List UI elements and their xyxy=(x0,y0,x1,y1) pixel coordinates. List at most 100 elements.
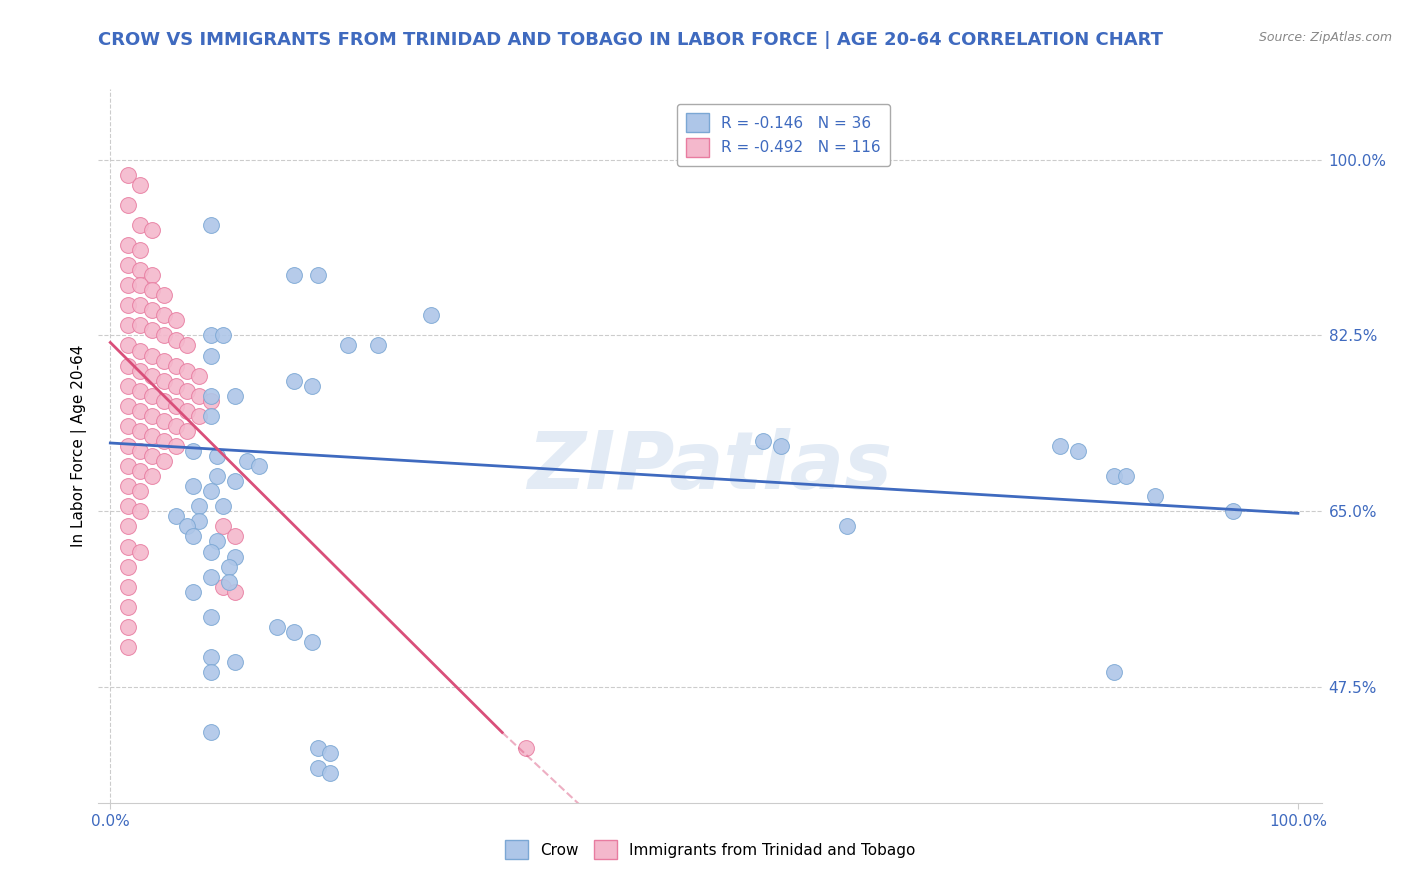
Point xyxy=(224,529,246,543)
Point xyxy=(176,338,198,352)
Point xyxy=(141,223,163,237)
Point xyxy=(129,318,152,333)
Point xyxy=(218,574,240,589)
Point xyxy=(141,323,163,337)
Point xyxy=(117,359,139,373)
Point xyxy=(176,519,198,533)
Point xyxy=(152,353,174,368)
Point xyxy=(200,569,222,583)
Point xyxy=(117,418,139,433)
Point xyxy=(188,409,211,423)
Point xyxy=(165,439,187,453)
Point xyxy=(770,439,793,453)
Point xyxy=(141,268,163,282)
Point xyxy=(129,484,152,499)
Point xyxy=(224,584,246,599)
Point xyxy=(1102,665,1125,680)
Point xyxy=(152,288,174,302)
Point xyxy=(176,424,198,438)
Point xyxy=(200,389,222,403)
Point xyxy=(117,298,139,312)
Point xyxy=(141,409,163,423)
Point xyxy=(152,393,174,408)
Point xyxy=(212,580,235,594)
Text: Source: ZipAtlas.com: Source: ZipAtlas.com xyxy=(1258,31,1392,45)
Point xyxy=(152,414,174,428)
Point xyxy=(129,178,152,192)
Point xyxy=(205,449,228,463)
Point xyxy=(283,374,305,388)
Point xyxy=(129,363,152,377)
Point xyxy=(1067,444,1090,458)
Point xyxy=(212,328,235,343)
Point xyxy=(319,746,342,760)
Point xyxy=(247,459,270,474)
Point xyxy=(141,429,163,443)
Point xyxy=(117,479,139,493)
Point xyxy=(307,268,329,282)
Point xyxy=(117,278,139,293)
Point xyxy=(129,424,152,438)
Point xyxy=(152,328,174,343)
Point xyxy=(183,479,205,493)
Point xyxy=(117,500,139,514)
Point xyxy=(200,409,222,423)
Point xyxy=(165,313,187,327)
Point xyxy=(200,349,222,363)
Point xyxy=(366,338,388,352)
Point xyxy=(117,258,139,272)
Point xyxy=(224,474,246,488)
Point xyxy=(117,580,139,594)
Point xyxy=(319,765,342,780)
Point xyxy=(152,309,174,323)
Point xyxy=(188,368,211,383)
Point xyxy=(183,584,205,599)
Point xyxy=(200,725,222,739)
Point xyxy=(141,469,163,483)
Point xyxy=(165,378,187,392)
Point xyxy=(141,349,163,363)
Point xyxy=(129,218,152,232)
Point xyxy=(152,434,174,448)
Point xyxy=(200,484,222,499)
Point xyxy=(218,559,240,574)
Point xyxy=(205,469,228,483)
Point xyxy=(117,540,139,554)
Point xyxy=(752,434,775,448)
Point xyxy=(420,309,443,323)
Text: ZIPatlas: ZIPatlas xyxy=(527,428,893,507)
Point xyxy=(165,418,187,433)
Point xyxy=(188,500,211,514)
Point xyxy=(129,444,152,458)
Text: CROW VS IMMIGRANTS FROM TRINIDAD AND TOBAGO IN LABOR FORCE | AGE 20-64 CORRELATI: CROW VS IMMIGRANTS FROM TRINIDAD AND TOB… xyxy=(98,31,1163,49)
Point xyxy=(1115,469,1137,483)
Point xyxy=(117,378,139,392)
Y-axis label: In Labor Force | Age 20-64: In Labor Force | Age 20-64 xyxy=(72,345,87,547)
Point xyxy=(165,334,187,348)
Point xyxy=(236,454,259,468)
Point xyxy=(212,500,235,514)
Point xyxy=(129,263,152,277)
Point xyxy=(307,761,329,775)
Point xyxy=(200,218,222,232)
Point xyxy=(129,243,152,257)
Point xyxy=(152,374,174,388)
Point xyxy=(141,303,163,318)
Point xyxy=(1144,489,1167,503)
Point xyxy=(117,599,139,614)
Point xyxy=(117,559,139,574)
Point xyxy=(1049,439,1071,453)
Point xyxy=(224,389,246,403)
Point xyxy=(117,318,139,333)
Point xyxy=(176,363,198,377)
Point xyxy=(176,404,198,418)
Point xyxy=(141,283,163,297)
Point xyxy=(141,368,163,383)
Point xyxy=(212,519,235,533)
Point xyxy=(141,449,163,463)
Point xyxy=(117,439,139,453)
Point xyxy=(188,515,211,529)
Point xyxy=(835,519,858,533)
Point xyxy=(200,393,222,408)
Point xyxy=(117,198,139,212)
